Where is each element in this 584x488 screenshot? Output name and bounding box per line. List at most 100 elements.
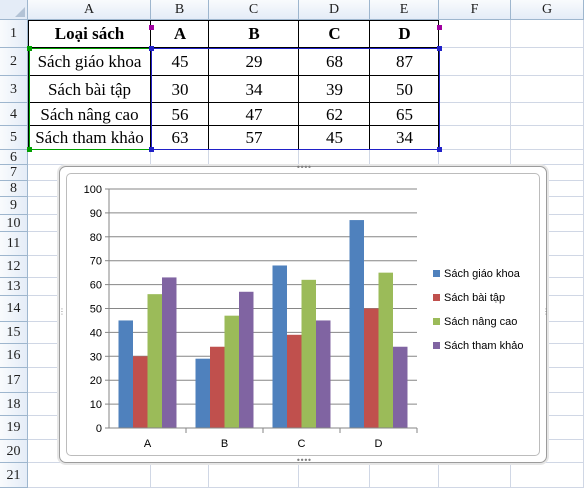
- row-header-11[interactable]: 11: [0, 232, 28, 256]
- bar-sách-bài-tập-b: [210, 346, 225, 428]
- resize-grip-bottom[interactable]: ••••: [296, 456, 312, 465]
- range-handle[interactable]: [437, 147, 442, 152]
- table-border: [150, 20, 151, 150]
- table-cell[interactable]: Sách bài tập: [28, 76, 151, 103]
- data-range-highlight: [151, 48, 440, 150]
- table-cell[interactable]: 34: [370, 126, 439, 150]
- range-handle[interactable]: [149, 46, 154, 51]
- legend-swatch: [433, 318, 440, 325]
- table-cell[interactable]: Sách nâng cao: [28, 103, 151, 126]
- table-cell[interactable]: 87: [370, 48, 439, 76]
- row-header-8[interactable]: 8: [0, 181, 28, 197]
- range-handle[interactable]: [27, 46, 32, 51]
- row-header-14[interactable]: 14: [0, 296, 28, 322]
- column-header-b[interactable]: B: [151, 0, 209, 20]
- legend-entry: Sách bài tập: [444, 292, 505, 304]
- table-cell[interactable]: Sách tham khảo: [28, 126, 151, 150]
- row-header-9[interactable]: 9: [0, 197, 28, 215]
- table-cell[interactable]: 63: [151, 126, 209, 150]
- resize-grip-top[interactable]: ••••: [296, 163, 312, 172]
- table-header-cell[interactable]: D: [370, 20, 439, 48]
- select-all-corner[interactable]: [0, 0, 28, 20]
- bar-sách-bài-tập-d: [364, 308, 379, 428]
- table-cell[interactable]: 45: [151, 48, 209, 76]
- table-cell[interactable]: 68: [299, 48, 370, 76]
- resize-grip-right[interactable]: ⋮: [542, 307, 550, 316]
- table-cell[interactable]: 45: [299, 126, 370, 150]
- range-handle[interactable]: [437, 46, 442, 51]
- legend-entry: Sách giáo khoa: [444, 268, 521, 280]
- range-handle[interactable]: [149, 147, 154, 152]
- table-header-cell[interactable]: B: [209, 20, 299, 48]
- y-tick-label: 30: [90, 351, 102, 363]
- x-tick-label: C: [298, 438, 306, 450]
- table-header-cell[interactable]: Loại sách: [28, 20, 151, 48]
- resize-grip-left[interactable]: ⋮: [58, 307, 66, 316]
- y-tick-label: 20: [90, 375, 102, 387]
- chart-object[interactable]: •••• •••• ⋮ ⋮ 0 10 20 30 40 50 60 70 80 90 100 A B C D…: [58, 163, 550, 465]
- table-cell[interactable]: Sách giáo khoa: [28, 48, 151, 76]
- table-border: [298, 20, 299, 150]
- table-border: [28, 47, 439, 48]
- row-header-2[interactable]: 2: [0, 48, 28, 76]
- table-cell[interactable]: 39: [299, 76, 370, 103]
- y-tick-label: 60: [90, 280, 102, 292]
- table-header-cell[interactable]: C: [299, 20, 370, 48]
- row-header-3[interactable]: 3: [0, 76, 28, 103]
- row-header-1[interactable]: 1: [0, 20, 28, 48]
- column-header-a[interactable]: A: [28, 0, 151, 20]
- gridline: [28, 164, 584, 165]
- table-cell[interactable]: 34: [209, 76, 299, 103]
- row-header-21[interactable]: 21: [0, 463, 28, 488]
- row-header-7[interactable]: 7: [0, 165, 28, 181]
- column-header-e[interactable]: E: [370, 0, 439, 20]
- row-header-17[interactable]: 17: [0, 368, 28, 393]
- range-handle[interactable]: [149, 25, 154, 30]
- table-cell[interactable]: 30: [151, 76, 209, 103]
- row-header-5[interactable]: 5: [0, 126, 28, 150]
- table-cell[interactable]: 50: [370, 76, 439, 103]
- row-header-12[interactable]: 12: [0, 256, 28, 278]
- column-header-c[interactable]: C: [209, 0, 299, 20]
- y-tick-label: 40: [90, 327, 102, 339]
- bar-sách-giáo-khoa-d: [349, 220, 364, 428]
- table-cell[interactable]: 47: [209, 103, 299, 126]
- column-header-f[interactable]: F: [439, 0, 511, 20]
- bar-sách-bài-tập-a: [133, 356, 148, 428]
- category-range-highlight: [29, 48, 151, 150]
- table-cell[interactable]: 56: [151, 103, 209, 126]
- row-header-4[interactable]: 4: [0, 103, 28, 126]
- table-cell[interactable]: 57: [209, 126, 299, 150]
- x-tick-label: D: [375, 438, 383, 450]
- row-header-10[interactable]: 10: [0, 215, 28, 232]
- bar-sách-nâng-cao-b: [224, 315, 239, 428]
- column-chart: 0 10 20 30 40 50 60 70 80 90 100 A B C D Sách giáo khoa…: [84, 184, 524, 450]
- y-tick-label: 70: [90, 256, 102, 268]
- column-header-d[interactable]: D: [299, 0, 370, 20]
- row-header-16[interactable]: 16: [0, 344, 28, 368]
- table-cell[interactable]: 65: [370, 103, 439, 126]
- legend-swatch: [433, 342, 440, 349]
- legend-entry: Sách tham khảo: [444, 340, 524, 352]
- row-header-20[interactable]: 20: [0, 440, 28, 463]
- legend-entry: Sách nâng cao: [444, 316, 517, 328]
- row-header-15[interactable]: 15: [0, 322, 28, 344]
- row-header-19[interactable]: 19: [0, 416, 28, 440]
- row-header-13[interactable]: 13: [0, 278, 28, 296]
- table-border: [369, 20, 370, 150]
- range-handle[interactable]: [437, 25, 442, 30]
- row-header-18[interactable]: 18: [0, 393, 28, 416]
- table-cell[interactable]: 29: [209, 48, 299, 76]
- bar-sách-giáo-khoa-c: [272, 265, 287, 428]
- table-cell[interactable]: 62: [299, 103, 370, 126]
- column-header-g[interactable]: G: [511, 0, 584, 20]
- x-tick-label: B: [221, 438, 228, 450]
- row-header-6[interactable]: 6: [0, 150, 28, 165]
- bar-sách-tham-khảo-c: [316, 320, 331, 428]
- table-header-cell[interactable]: A: [151, 20, 209, 48]
- bar-sách-tham-khảo-a: [162, 277, 177, 428]
- y-tick-label: 90: [90, 208, 102, 220]
- range-handle[interactable]: [27, 147, 32, 152]
- y-tick-label: 50: [90, 304, 102, 316]
